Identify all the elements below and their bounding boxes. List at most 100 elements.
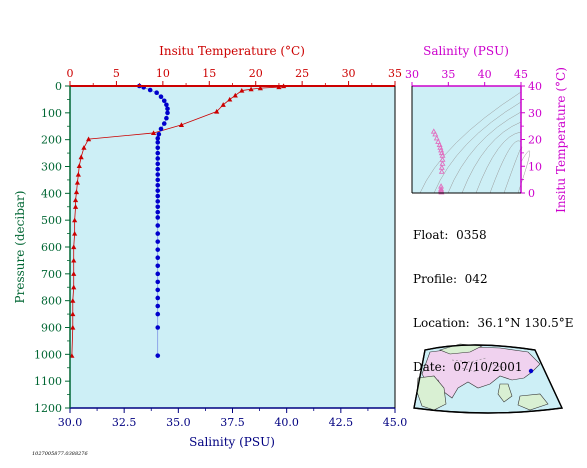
float-value: 0358 <box>456 228 487 242</box>
temperature-point <box>72 217 78 223</box>
salinity-point <box>155 166 161 172</box>
salinity-point <box>155 204 161 210</box>
salinity-point <box>155 182 161 188</box>
ts-y-tick-label: 30 <box>528 107 542 120</box>
float-row: Float: 0358 <box>413 228 574 242</box>
ts-point <box>433 135 440 141</box>
temperature-line <box>71 85 284 356</box>
ts-point <box>432 131 439 137</box>
salinity-point <box>164 115 169 121</box>
bottom-tick-label: 40.0 <box>274 416 299 429</box>
salinity-point <box>164 102 169 108</box>
salinity-point <box>155 215 161 220</box>
temperature-point <box>74 180 81 185</box>
top-tick-label: 0 <box>67 67 74 80</box>
salinity-point <box>155 145 161 151</box>
temperature-point <box>71 244 77 250</box>
ts-point <box>438 168 445 174</box>
ts-density-contours <box>419 91 531 194</box>
salinity-point <box>155 311 161 317</box>
temperature-point <box>73 189 80 195</box>
bottom-tick-label: 42.5 <box>329 416 354 429</box>
ts-top-axis-title: Salinity (PSU) <box>423 44 509 58</box>
y-tick-label: 1100 <box>34 375 62 388</box>
ts-point <box>438 187 445 193</box>
y-tick-label: 100 <box>41 107 62 120</box>
temperature-point <box>75 171 81 177</box>
temperature-point <box>85 136 92 142</box>
y-tick-label: 0 <box>55 80 62 93</box>
bottom-tick-label: 30.0 <box>58 416 83 429</box>
salinity-point <box>155 177 161 183</box>
temperature-point <box>239 87 245 93</box>
temperature-point <box>220 102 226 107</box>
profile-label: Profile: <box>413 272 458 286</box>
y-tick-label: 500 <box>41 214 62 227</box>
salinity-point <box>156 132 162 137</box>
y-tick-label: 900 <box>41 322 62 335</box>
top-tick-label: 10 <box>156 67 170 80</box>
y-tick-label: 1200 <box>34 402 62 415</box>
salinity-point <box>155 353 161 358</box>
map-landmass-southeast-asia <box>497 383 513 403</box>
bottom-tick-label: 45.0 <box>383 416 408 429</box>
salinity-point <box>155 172 161 177</box>
y-tick-label: 600 <box>41 241 62 254</box>
salinity-point <box>155 255 161 261</box>
salinity-point <box>155 193 161 199</box>
salinity-point <box>155 303 161 309</box>
salinity-point <box>155 231 161 236</box>
location-value: 36.1°N 130.5°E <box>477 316 574 330</box>
temperature-point <box>78 154 84 160</box>
bottom-tick-label: 37.5 <box>220 416 245 429</box>
map-country-borders <box>451 357 507 373</box>
temperature-point <box>214 108 220 114</box>
y-tick-label: 1000 <box>34 348 62 361</box>
temperature-point <box>71 271 77 276</box>
salinity-point <box>155 263 161 269</box>
date-value: 07/10/2001 <box>453 360 523 374</box>
ts-point <box>439 160 446 166</box>
temperature-point <box>178 122 185 127</box>
ts-x-tick-label: 45 <box>514 68 528 81</box>
ts-y-tick-label: 0 <box>528 187 535 200</box>
salinity-point <box>154 90 159 96</box>
ts-y-axis-title: Insitu Temperature (°C) <box>554 67 568 213</box>
salinity-point <box>155 247 161 252</box>
ts-plot-background <box>412 86 521 193</box>
bottom-tick-label: 32.5 <box>112 416 137 429</box>
float-location-marker <box>528 368 534 374</box>
salinity-point <box>155 140 161 145</box>
ts-y-tick-label: 10 <box>528 160 542 173</box>
temperature-point <box>150 130 157 136</box>
temperature-point <box>72 230 78 236</box>
top-tick-label: 20 <box>249 67 263 80</box>
float-label: Float: <box>413 228 449 242</box>
date-label: Date: <box>413 360 446 374</box>
temperature-point <box>232 92 238 98</box>
density-contour <box>447 111 522 194</box>
salinity-point <box>155 136 161 141</box>
temperature-point <box>71 257 77 263</box>
density-contour <box>461 121 522 194</box>
salinity-point <box>165 110 170 116</box>
temperature-point <box>248 86 254 92</box>
top-tick-label: 5 <box>113 67 120 80</box>
ts-point <box>435 138 442 144</box>
ts-point <box>438 189 445 195</box>
main-plot-marks <box>69 83 287 358</box>
y-axis-title: Pressure (decibar) <box>13 191 27 304</box>
temperature-point <box>72 197 79 203</box>
top-tick-label: 15 <box>202 67 216 80</box>
map-landmass-australia <box>517 393 549 411</box>
salinity-point <box>155 239 161 244</box>
top-tick-label: 30 <box>342 67 356 80</box>
density-contour <box>475 131 522 194</box>
main-plot-background <box>70 86 395 408</box>
y-tick-label: 800 <box>41 295 62 308</box>
salinity-point <box>155 156 161 161</box>
temperature-point <box>70 298 76 303</box>
temperature-point <box>81 145 87 150</box>
